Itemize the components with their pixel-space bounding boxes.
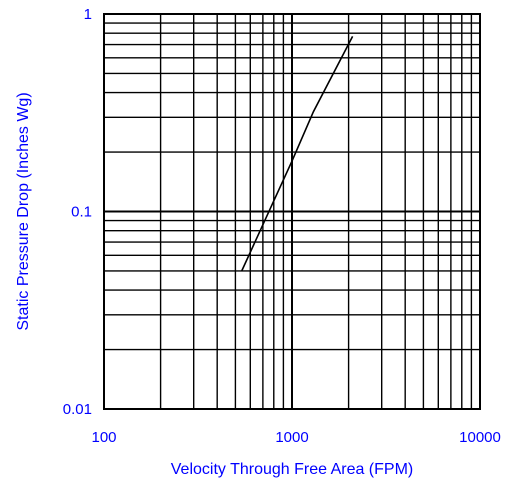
x-tick-label: 1000: [275, 429, 308, 446]
y-tick-labels: 1 0.1 0.01: [63, 6, 92, 418]
series-line: [240, 36, 354, 272]
grid: [103, 14, 480, 410]
plot-frame: [103, 13, 481, 410]
x-tick-label: 100: [91, 429, 116, 446]
x-axis-title: Velocity Through Free Area (FPM): [171, 461, 413, 478]
x-tick-labels: 100 1000 10000: [91, 429, 500, 446]
y-tick-label: 0.1: [71, 204, 92, 221]
y-axis-title: Static Pressure Drop (Inches Wg): [15, 92, 32, 330]
x-tick-label: 10000: [459, 429, 501, 446]
y-tick-label: 1: [84, 6, 92, 23]
y-tick-label: 0.01: [63, 401, 92, 418]
series-layer: [240, 36, 354, 272]
